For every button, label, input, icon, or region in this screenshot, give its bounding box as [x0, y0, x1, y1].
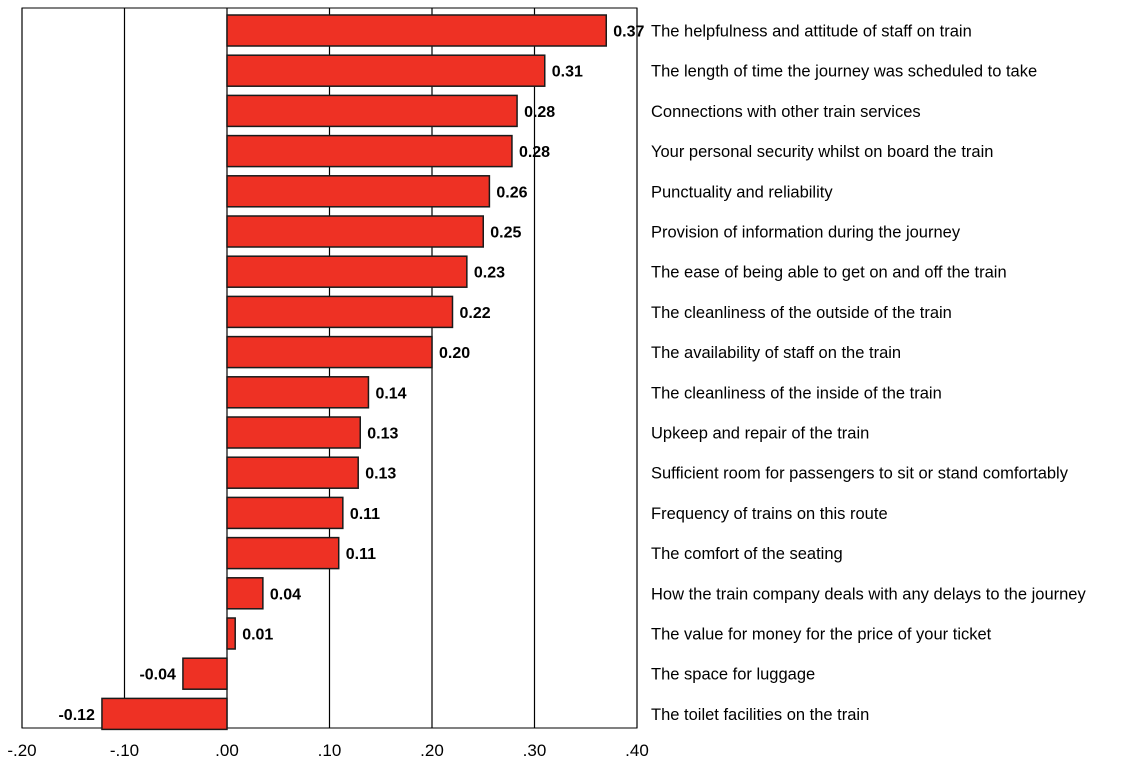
- bars: [101, 14, 607, 731]
- data-label: 0.28: [524, 104, 555, 121]
- data-label: 0.13: [367, 426, 398, 443]
- x-tick-label: -.20: [7, 741, 36, 760]
- bar: [226, 295, 454, 329]
- category-label: The availability of staff on the train: [651, 344, 901, 362]
- bar: [226, 215, 484, 248]
- category-label: Upkeep and repair of the train: [651, 425, 869, 443]
- bar: [226, 175, 491, 208]
- data-label: 0.04: [270, 586, 301, 603]
- bar: [182, 657, 228, 690]
- category-label: Provision of information during the jour…: [651, 224, 961, 242]
- bar: [226, 456, 359, 489]
- bar: [226, 14, 607, 47]
- data-label: 0.26: [496, 184, 527, 201]
- data-label: -0.04: [139, 667, 176, 684]
- x-axis-ticks: -.20 -.10 .00 .10 .20 .30 .40: [7, 741, 648, 760]
- bar: [226, 255, 468, 288]
- bar: [226, 496, 344, 530]
- bar: [226, 617, 236, 650]
- data-label: 0.25: [490, 225, 521, 242]
- category-label: The cleanliness of the outside of the tr…: [651, 304, 952, 322]
- bar: [226, 134, 513, 168]
- data-label: 0.22: [460, 305, 491, 322]
- data-label: 0.20: [439, 345, 470, 362]
- data-label: 0.11: [350, 506, 380, 523]
- x-tick-label: -.10: [110, 741, 139, 760]
- data-label: -0.12: [58, 707, 95, 724]
- data-labels: 0.37 0.31 0.28 0.28 0.26 0.25 0.23 0.22 0.20 0.14…: [58, 24, 644, 724]
- bar: [226, 335, 433, 369]
- category-label: Punctuality and reliability: [651, 183, 833, 201]
- category-label: Sufficient room for passengers to sit or…: [651, 465, 1069, 483]
- bar: [226, 416, 361, 449]
- data-label: 0.23: [474, 265, 505, 282]
- category-label: The comfort of the seating: [651, 545, 843, 563]
- data-label: 0.31: [552, 64, 583, 81]
- category-label: How the train company deals with any del…: [651, 585, 1086, 603]
- x-tick-label: .40: [625, 741, 649, 760]
- bar: [226, 376, 370, 409]
- category-label: The space for luggage: [651, 666, 815, 684]
- x-tick-label: .00: [215, 741, 239, 760]
- category-label: The cleanliness of the inside of the tra…: [651, 384, 942, 402]
- category-label: The toilet facilities on the train: [651, 706, 869, 724]
- category-label: Your personal security whilst on board t…: [651, 143, 993, 161]
- data-label: 0.13: [365, 466, 396, 483]
- data-label: 0.28: [519, 144, 550, 161]
- data-label: 0.14: [375, 385, 406, 402]
- x-tick-label: .10: [318, 741, 342, 760]
- data-label: 0.01: [242, 627, 273, 644]
- category-label: The value for money for the price of you…: [651, 626, 992, 644]
- bar: [226, 536, 340, 570]
- bar: [226, 54, 546, 87]
- bar: [101, 697, 228, 731]
- category-label: The helpfulness and attitude of staff on…: [651, 23, 972, 41]
- category-label: Frequency of trains on this route: [651, 505, 888, 523]
- category-label: Connections with other train services: [651, 103, 921, 121]
- x-tick-label: .30: [523, 741, 547, 760]
- bar: [226, 94, 518, 128]
- category-label: The length of time the journey was sched…: [651, 63, 1037, 81]
- x-tick-label: .20: [420, 741, 444, 760]
- bar: [226, 577, 264, 610]
- category-labels: The helpfulness and attitude of staff on…: [651, 23, 1086, 724]
- category-label: The ease of being able to get on and off…: [651, 264, 1007, 282]
- data-label: 0.37: [613, 24, 644, 41]
- data-label: 0.11: [346, 546, 376, 563]
